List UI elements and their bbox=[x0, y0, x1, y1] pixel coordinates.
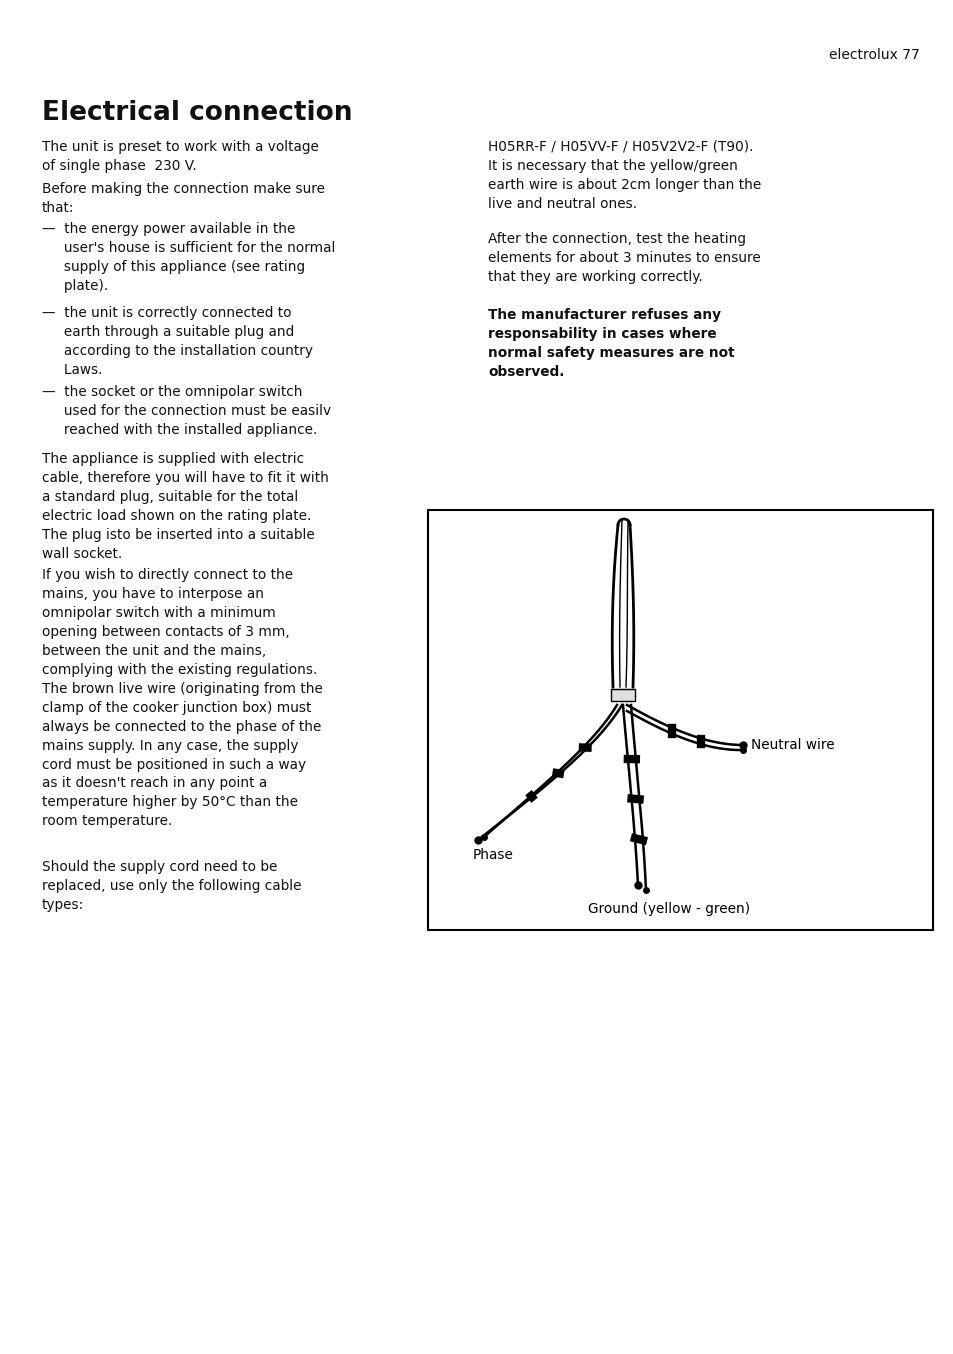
Text: If you wish to directly connect to the
mains, you have to interpose an
omnipolar: If you wish to directly connect to the m… bbox=[42, 567, 322, 829]
Text: Ground (yellow - green): Ground (yellow - green) bbox=[587, 902, 749, 917]
Text: After the connection, test the heating
elements for about 3 minutes to ensure
th: After the connection, test the heating e… bbox=[488, 232, 760, 284]
Bar bbox=[428, 510, 932, 930]
Text: H05RR-F / H05VV-F / H05V2V2-F (T90).
It is necessary that the yellow/green
earth: H05RR-F / H05VV-F / H05V2V2-F (T90). It … bbox=[488, 139, 760, 211]
Text: Should the supply cord need to be
replaced, use only the following cable
types:: Should the supply cord need to be replac… bbox=[42, 860, 301, 911]
Text: Electrical connection: Electrical connection bbox=[42, 100, 352, 126]
Text: —  the socket or the omnipolar switch
     used for the connection must be easil: — the socket or the omnipolar switch use… bbox=[42, 385, 331, 437]
Text: —  the energy power available in the
     user's house is sufficient for the nor: — the energy power available in the user… bbox=[42, 222, 335, 292]
Text: The manufacturer refuses any
responsability in cases where
normal safety measure: The manufacturer refuses any responsabil… bbox=[488, 307, 734, 379]
Text: The appliance is supplied with electric
cable, therefore you will have to fit it: The appliance is supplied with electric … bbox=[42, 452, 329, 561]
Text: Neutral wire: Neutral wire bbox=[750, 738, 834, 751]
Bar bbox=[610, 689, 635, 701]
Text: electrolux 77: electrolux 77 bbox=[828, 47, 919, 62]
Text: Phase: Phase bbox=[473, 848, 514, 862]
Text: The unit is preset to work with a voltage
of single phase  230 V.: The unit is preset to work with a voltag… bbox=[42, 139, 318, 173]
Text: Before making the connection make sure
that:: Before making the connection make sure t… bbox=[42, 181, 325, 215]
Text: —  the unit is correctly connected to
     earth through a suitable plug and
   : — the unit is correctly connected to ear… bbox=[42, 306, 313, 376]
